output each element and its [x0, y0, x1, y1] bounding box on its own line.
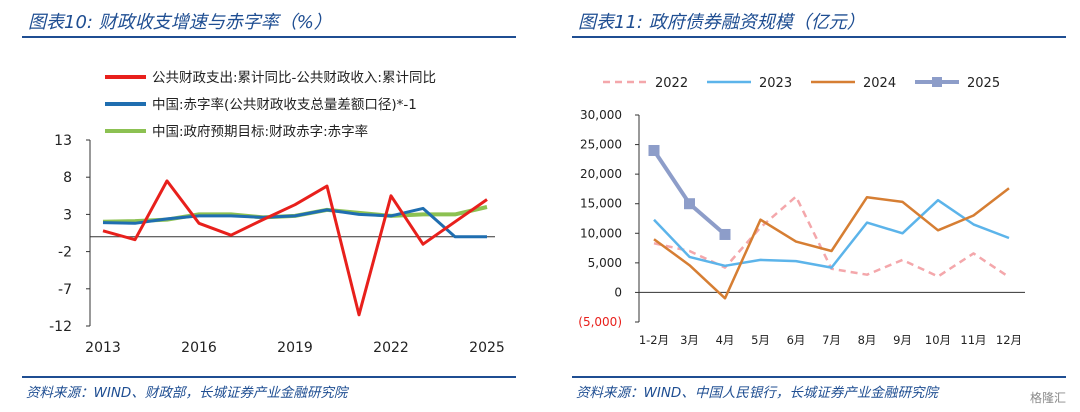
legend-label-3: 中国:政府预期目标:财政赤字:赤字率	[152, 123, 368, 140]
y-tick-label: (5,000)	[578, 315, 622, 329]
y-tick-label: 5,000	[588, 256, 622, 270]
series-line-1	[102, 179, 488, 317]
x-tick-label: 2016	[181, 340, 217, 356]
fiscal-chart: 公共财政支出:累计同比-公共财政收入:累计同比中国:赤字率(公共财政收支总量差额…	[49, 70, 505, 356]
y-tick-label: -7	[58, 282, 72, 298]
y-tick-label: 25,000	[580, 138, 622, 152]
x-tick-label: 9月	[893, 333, 912, 347]
x-tick-label: 1-2月	[639, 333, 669, 347]
right-panel: 图表11: 政府债券融资规模（亿元） 2022 2023 2024 2025 30,00…	[550, 0, 1080, 412]
left-source: 资料来源：WIND、财政部，长城证券产业金融研究院	[26, 385, 348, 401]
y-tick-label: 0	[614, 285, 622, 299]
right-source-rule	[572, 376, 1066, 378]
x-tick-label: 2013	[85, 340, 121, 356]
data-point-2025	[684, 198, 695, 210]
left-panel-title: 图表10: 财政收支增速与赤字率（%）	[28, 12, 332, 33]
x-tick-label: 2025	[469, 340, 505, 356]
y-tick-label: 3	[63, 207, 72, 223]
series-line-2	[102, 206, 487, 239]
legend-label-2024: 2024	[863, 76, 896, 91]
series-line-2024	[653, 187, 1010, 300]
left-panel: 图表10: 财政收支增速与赤字率（%） 公共财政支出:累计同比-公共财政收入:累…	[0, 0, 530, 412]
x-tick-label: 12月	[996, 333, 1022, 347]
series-line-2022	[653, 195, 1010, 279]
left-source-rule	[22, 376, 516, 378]
x-tick-label: 11月	[960, 333, 986, 347]
x-tick-label: 2022	[373, 340, 409, 356]
x-tick-label: 2019	[277, 340, 313, 356]
bond-financing-chart: 2022 2023 2024 2025 30,000 25,000 20,000 15,000…	[578, 76, 1025, 347]
y-tick-label: -12	[49, 319, 72, 335]
x-tick-label: 6月	[787, 333, 806, 347]
right-source: 资料来源：WIND、中国人民银行，长城证券产业金融研究院	[576, 385, 938, 401]
x-tick-label: 3月	[680, 333, 699, 347]
y-tick-label: -2	[58, 245, 72, 261]
x-tick-label: 10月	[925, 333, 951, 347]
x-tick-label: 4月	[716, 333, 735, 347]
legend-marker-2025	[932, 77, 942, 87]
right-title-rule	[572, 36, 1066, 38]
legend-label-1: 公共财政支出:累计同比-公共财政收入:累计同比	[152, 70, 436, 86]
series-line-2025	[652, 149, 727, 237]
y-tick-label: 8	[63, 170, 72, 186]
legend-label-2022: 2022	[655, 76, 688, 91]
x-tick-label: 7月	[822, 333, 841, 347]
legend-label-2: 中国:赤字率(公共财政收支总量差额口径)*-1	[152, 96, 417, 113]
data-point-2025	[648, 144, 660, 156]
legend-label-2023: 2023	[759, 76, 792, 91]
series-line-2023	[653, 198, 1010, 269]
y-tick-label: 13	[54, 133, 72, 149]
watermark-logo: 格隆汇	[1029, 391, 1066, 405]
y-tick-label: 10,000	[580, 226, 622, 240]
y-tick-label: 30,000	[580, 108, 622, 122]
y-tick-label: 20,000	[580, 167, 622, 181]
x-tick-label: 5月	[751, 333, 770, 347]
data-point-2025	[719, 228, 731, 240]
right-panel-title: 图表11: 政府债券融资规模（亿元）	[578, 12, 865, 33]
legend-label-2025: 2025	[967, 76, 1000, 91]
x-tick-label: 8月	[858, 333, 877, 347]
left-title-rule	[22, 36, 516, 38]
y-tick-label: 15,000	[580, 197, 622, 211]
